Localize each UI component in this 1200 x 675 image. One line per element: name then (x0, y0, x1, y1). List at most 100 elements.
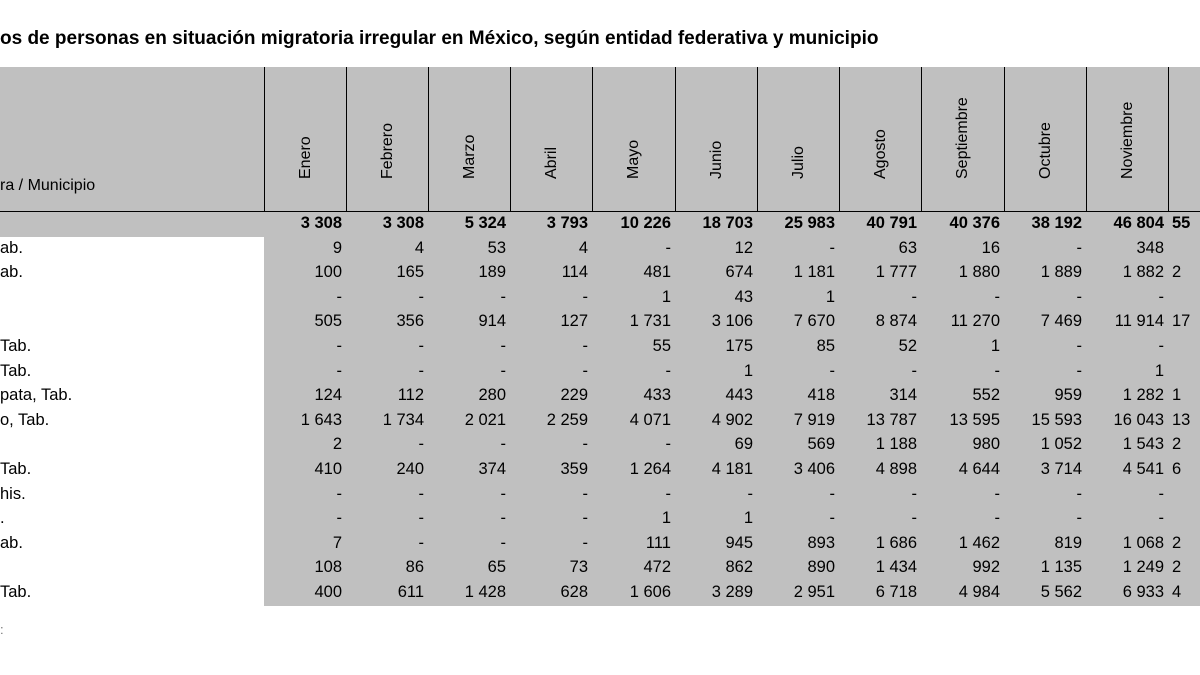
table-cell: 13 595 (949, 410, 1000, 429)
month-column-header: Enero (264, 67, 346, 211)
table-cell: 3 308 (382, 214, 424, 232)
month-label: Junio (707, 140, 725, 179)
table-cell: 611 (397, 583, 424, 601)
month-column-header: Abril (510, 67, 592, 211)
table-cell: - (418, 361, 425, 380)
table-cell: 1 264 (629, 460, 671, 478)
table-cell: 6 933 (1122, 583, 1164, 601)
table-cell: 4 (1172, 583, 1182, 601)
table-cell: 1 188 (875, 435, 917, 454)
table-cell: 2 (1172, 558, 1182, 577)
table-row: 2 - - - - 69 569 1 188 980 1 052 1 543 2 (0, 432, 1200, 457)
table-cell: - (336, 337, 343, 355)
table-cell: 65 (487, 558, 506, 577)
table-cell: - (582, 361, 589, 380)
table-cell: - (582, 509, 589, 528)
table-cell: - (1076, 238, 1083, 257)
table-cell: 1 (990, 337, 1000, 355)
table-cell: 73 (569, 558, 588, 577)
table-cell: 3 289 (711, 583, 753, 601)
municipality-name: ab. (0, 533, 23, 552)
footnote: : (0, 622, 4, 637)
table-cell: 4 071 (629, 410, 671, 429)
municipality-name: Tab. (0, 361, 32, 380)
table-cell: - (336, 509, 343, 528)
table-cell: - (1076, 361, 1083, 380)
table-cell: - (500, 509, 507, 528)
month-column-header: Septiembre (921, 67, 1004, 211)
table-cell: 4 644 (958, 460, 1000, 478)
table-cell: 1 068 (1122, 533, 1164, 552)
table-cell: - (500, 484, 507, 503)
table-cell: - (829, 509, 836, 528)
municipality-name: Tab. (0, 460, 32, 478)
table-cell: - (1076, 287, 1083, 306)
table-cell: - (500, 361, 507, 380)
table-cell: 280 (478, 386, 506, 405)
month-label: Mayo (625, 139, 642, 179)
table-cell: 4 181 (711, 460, 753, 478)
table-cell: 992 (972, 558, 1000, 577)
table-row: pata, Tab. 124 112 280 229 433 443 418 314 552 959… (0, 383, 1200, 408)
table-cell: 4 902 (711, 410, 753, 429)
table-cell: 10 226 (620, 214, 671, 232)
table-cell: 108 (314, 558, 342, 577)
table-cell: 69 (734, 435, 753, 454)
table-cell: - (665, 435, 672, 454)
municipality-name: . (0, 509, 5, 528)
table-cell: 16 (981, 238, 1000, 257)
table-cell: - (747, 484, 754, 503)
table-cell: 6 (1172, 460, 1182, 478)
table-cell: 2 021 (464, 410, 506, 429)
table-cell: 3 308 (300, 214, 342, 232)
table-row: 108 86 65 73 472 862 890 1 434 992 1 135 1 249 2 (0, 555, 1200, 580)
table-cell: - (582, 287, 589, 306)
table-cell: - (1158, 484, 1165, 503)
table-cell: 16 043 (1113, 410, 1164, 429)
table-cell: 85 (816, 337, 835, 355)
table-cell: 229 (560, 386, 588, 405)
month-column-header: Marzo (428, 67, 510, 211)
table-cell: - (829, 238, 836, 257)
table-cell: 4 984 (958, 583, 1000, 601)
table-cell: 52 (898, 337, 917, 355)
table-cell: 472 (643, 558, 671, 577)
table-cell: 1 (743, 509, 753, 528)
table-cell: 6 718 (875, 583, 917, 601)
table-cell: 13 (1172, 410, 1191, 429)
table-cell: - (418, 509, 425, 528)
month-column-header (1168, 67, 1200, 211)
table-cell: 112 (397, 386, 424, 405)
data-table: ra / Municipio Enero Febrero Marzo Abril May… (0, 67, 1200, 606)
table-cell: 1 777 (875, 263, 917, 282)
table-cell: - (1076, 484, 1083, 503)
table-cell: - (911, 509, 918, 528)
month-column-header: Julio (757, 67, 839, 211)
total-row: 3 308 3 308 5 324 3 793 10 226 18 703 25 983 40… (0, 211, 1200, 236)
table-cell: 3 406 (793, 460, 835, 478)
table-cell: 7 670 (793, 312, 835, 331)
month-label: Septiembre (954, 97, 971, 179)
table-cell: - (829, 484, 836, 503)
table-cell: 552 (972, 386, 1000, 405)
table-cell: 17 (1172, 312, 1191, 331)
table-cell: - (1076, 509, 1083, 528)
month-column-header: Octubre (1004, 67, 1086, 211)
table-cell: 1 543 (1122, 435, 1164, 454)
table-cell: - (582, 337, 589, 355)
table-cell: 114 (561, 263, 588, 282)
table-cell: 4 (578, 238, 588, 257)
month-label: Agosto (871, 129, 889, 179)
table-cell: - (911, 287, 918, 306)
table-cell: 63 (898, 238, 917, 257)
table-cell: 356 (396, 312, 424, 331)
table-cell: 8 874 (875, 312, 917, 331)
table-cell: - (911, 484, 918, 503)
table-cell: 1 734 (382, 410, 424, 429)
table-cell: 165 (396, 263, 424, 282)
name-column-background (0, 237, 264, 606)
month-column-header: Febrero (346, 67, 428, 211)
table-cell: 628 (560, 583, 588, 601)
table-cell: 3 793 (546, 214, 588, 232)
table-cell: 433 (643, 386, 671, 405)
